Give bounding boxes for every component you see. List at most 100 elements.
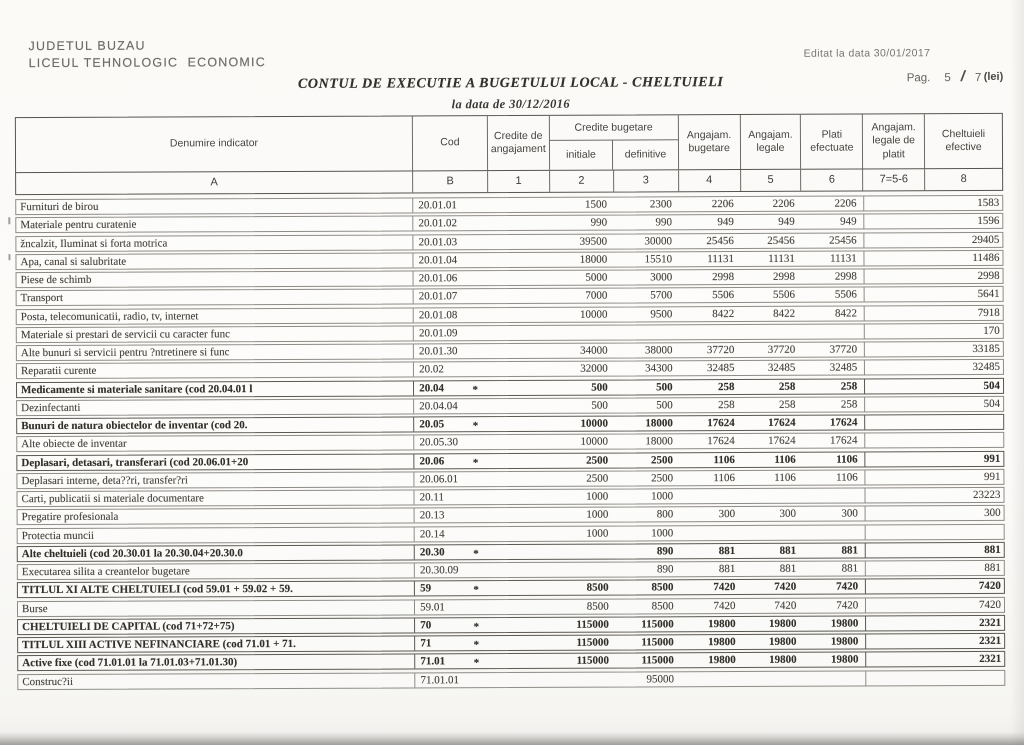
cell-cheltuieli-efective: 1596	[977, 215, 1000, 228]
cell-initiale: 115000	[576, 618, 609, 631]
table-row: Deplasari interne, deta??ri, transfer?ri…	[16, 468, 1005, 489]
cell-plati-efectuate: 1106	[836, 471, 858, 484]
cell-cheltuieli-efective: 7420	[978, 598, 1002, 611]
cell-credite-angajament	[490, 545, 552, 559]
cell-angajam-legale: 2206	[772, 197, 795, 210]
table-row: Posta, telecomunicatii, radio, tv, inter…	[15, 304, 1004, 325]
school-name: LICEUL TEHNOLOGIC ECONOMIC	[28, 55, 266, 71]
table-row: Pregatire profesionala 20.13 1000 800 30…	[16, 505, 1005, 526]
pag-current: 5	[944, 72, 951, 85]
cell-plati-efectuate: 25456	[829, 233, 857, 247]
row-cod: 20.04.04	[419, 399, 458, 413]
cell-cheltuieli-efective: 300	[984, 507, 1001, 520]
cell-cheltuieli-efective: 881	[984, 543, 1001, 556]
cell-angajam-legale-de-platit	[864, 524, 927, 539]
cell-definitive: 1000	[651, 526, 674, 539]
row-cod-cell: 20.06 *	[414, 454, 489, 469]
letter-6: 6	[801, 169, 864, 191]
cell-plati-efectuate: 19800	[830, 635, 859, 648]
cell-plati-efectuate: 5506	[834, 288, 857, 301]
row-cod-cell: 70 *	[415, 618, 490, 633]
cell-angajam-legale: 19800	[769, 654, 797, 667]
col-header-credite-angajament: Credite de angajament	[487, 115, 550, 171]
table-row: Furnituri de birou 20.01.01 1500 2300 22…	[15, 194, 1004, 216]
cell-angajam-legale-de-platit	[864, 360, 927, 375]
row-label: TITLUL XI ALTE CHELTUIELI (cod 59.01 + 5…	[17, 581, 416, 598]
cell-angajam-legale-de-platit	[863, 214, 926, 229]
cell-credite-angajament	[490, 508, 552, 522]
cell-definitive: 8500	[651, 599, 674, 612]
page-number: Pag. 5 / 7	[907, 68, 982, 85]
cell-credite-angajament	[488, 253, 550, 267]
row-star: *	[473, 639, 480, 652]
cell-angajam-legale: 2998	[772, 270, 795, 283]
cell-initiale: 10000	[580, 435, 609, 448]
cell-initiale: 990	[590, 216, 608, 229]
cell-credite-angajament	[490, 654, 552, 668]
edited-date: Editat la data 30/01/2017	[803, 47, 931, 60]
cell-angajam-bugetare: 881	[718, 563, 736, 576]
row-cod-cell: 20.01.08	[414, 308, 489, 322]
table-row: Deplasari, detasari, transferari (cod 20…	[16, 450, 1005, 471]
row-cod: 20.01.06	[418, 272, 458, 285]
cell-cheltuieli-efective	[927, 670, 1004, 684]
cell-definitive: 8500	[651, 581, 674, 594]
row-cod: 20.01.09	[418, 326, 458, 340]
cell-credite-angajament	[488, 234, 550, 248]
letter-2: 2	[549, 170, 614, 192]
cell-credite-angajament	[489, 472, 551, 486]
table-row: Alte obiecte de inventar 20.05.30 10000 …	[16, 432, 1005, 453]
cell-angajam-legale	[743, 671, 804, 685]
cell-angajam-legale: 7420	[774, 599, 797, 612]
cell-initiale: 10000	[579, 308, 608, 321]
table-row: Bunuri de natura obiectelor de inventar …	[16, 413, 1005, 435]
table-row: Apa, canal si salubritate 20.01.04 18000…	[15, 249, 1004, 270]
row-cod-cell: 20.06.01	[415, 472, 490, 486]
cell-credite-angajament	[489, 271, 551, 285]
cell-cheltuieli-efective: 2321	[979, 616, 1002, 629]
cell-angajam-legale-de-platit	[865, 670, 928, 685]
cell-angajam-legale	[742, 525, 803, 539]
cell-definitive: 115000	[641, 618, 674, 631]
row-cod-cell: 20.01.09	[414, 326, 489, 340]
row-cod: 20.01.03	[418, 235, 458, 248]
cell-angajam-legale-de-platit	[864, 378, 927, 393]
cell-angajam-legale-de-platit	[863, 269, 926, 284]
cell-angajam-bugetare	[681, 671, 743, 685]
cell-initiale: 2500	[586, 454, 609, 467]
cell-definitive: 18000	[645, 435, 673, 448]
letter-3: 3	[613, 170, 679, 192]
row-cod: 20.11	[419, 491, 445, 504]
cell-definitive: 115000	[641, 654, 674, 667]
row-cod: 20.01.07	[418, 290, 458, 303]
row-label: Alte bunuri si servicii pentru ?ntretine…	[16, 344, 415, 361]
cell-angajam-legale: 258	[778, 398, 796, 411]
table-row: Carti, publicatii si materiale documenta…	[16, 486, 1005, 508]
cell-angajam-bugetare: 7420	[713, 599, 736, 612]
cell-angajam-legale-de-platit	[864, 469, 927, 485]
cell-credite-angajament	[489, 344, 551, 358]
row-cod-cell: 20.30.09	[415, 563, 490, 577]
cell-credite-angajament	[489, 417, 551, 431]
letter-B: B	[413, 171, 489, 193]
letter-A: A	[16, 171, 414, 195]
row-cod: 20.01.30	[419, 345, 458, 358]
cell-cheltuieli-efective: 991	[983, 452, 1001, 465]
row-label: Deplasari, detasari, transferari (cod 20…	[17, 453, 415, 470]
table-row: Reparatii curente 20.02 32000 34300 3248…	[15, 359, 1004, 380]
cell-plati-efectuate: 258	[840, 398, 858, 411]
cell-angajam-legale-de-platit	[864, 506, 927, 521]
cell-plati-efectuate: 7420	[836, 598, 859, 612]
row-cod: 20.30.09	[419, 564, 459, 577]
cell-cheltuieli-efective	[926, 433, 1003, 447]
table-body: Furnituri de birou 20.01.01 1500 2300 22…	[0, 0, 1022, 690]
unit-label: (lei)	[983, 70, 1004, 83]
row-cod-cell: 20.01.30	[414, 344, 489, 358]
cell-angajam-legale: 17624	[768, 416, 796, 429]
cell-angajam-bugetare: 258	[718, 398, 735, 411]
row-cod-cell: 71.01 *	[415, 654, 490, 670]
cell-angajam-bugetare: 32485	[706, 362, 735, 375]
cell-angajam-legale-de-platit	[865, 634, 928, 649]
table-row: Active fixe (cod 71.01.01 la 71.01.03+71…	[17, 651, 1006, 672]
